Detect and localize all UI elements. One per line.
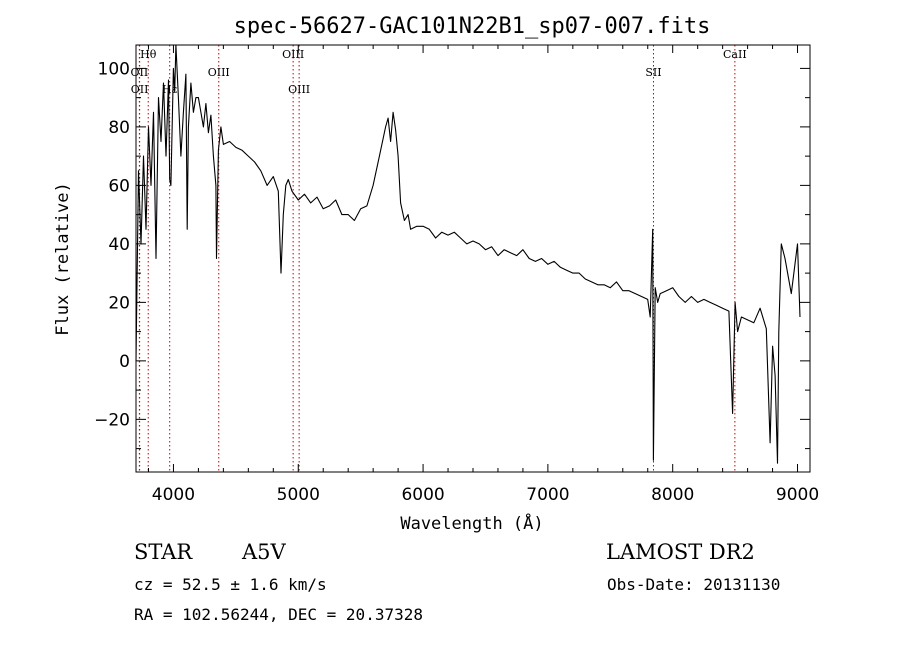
coordinates-text: RA = 102.56244, DEC = 20.37328 — [134, 605, 423, 624]
y-tick-label: 0 — [119, 352, 130, 372]
line-marker-label: OII — [131, 83, 149, 96]
x-tick-label: 8000 — [651, 485, 694, 505]
y-tick-label: 20 — [108, 293, 130, 313]
axis-ticks: 4000 5000 6000 7000 8000 9000 −20 0 20 40 60 80 100 — [94, 45, 819, 505]
redshift-text: cz = 52.5 ± 1.6 km/s — [134, 575, 327, 594]
y-tick-label: 80 — [108, 118, 130, 138]
object-class: STAR — [134, 540, 193, 564]
line-marker-label: OII — [131, 66, 149, 79]
line-marker-label: OIII — [208, 66, 230, 79]
y-tick-label: 100 — [98, 59, 130, 79]
emission-line-markers — [138, 45, 736, 472]
chart-title: spec-56627-GAC101N22B1_sp07-007.fits — [234, 14, 711, 39]
survey-name: LAMOST DR2 — [606, 540, 755, 564]
line-marker-label: OIII — [282, 48, 304, 61]
line-marker-label: CaII — [723, 48, 747, 61]
x-tick-label: 6000 — [401, 485, 444, 505]
x-tick-label: 9000 — [776, 485, 819, 505]
object-subclass: A5V — [242, 540, 286, 564]
x-axis-label: Wavelength (Å) — [400, 512, 543, 534]
line-marker-label: SII — [645, 66, 661, 79]
x-tick-label: 5000 — [277, 485, 320, 505]
spectrum-line — [135, 44, 801, 464]
line-marker-label: Hε — [162, 83, 178, 96]
plot-frame — [135, 44, 811, 473]
line-marker-label: OIII — [288, 83, 310, 96]
spectrum-layer — [135, 44, 801, 464]
obs-date-text: Obs-Date: 20131130 — [607, 575, 781, 594]
y-tick-label: 60 — [108, 176, 130, 196]
line-marker-label: Hθ — [140, 48, 157, 61]
y-tick-label: −20 — [94, 410, 130, 430]
y-tick-label: 40 — [108, 235, 130, 255]
x-tick-label: 4000 — [152, 485, 195, 505]
spectrum-chart: spec-56627-GAC101N22B1_sp07-007.fits 400… — [53, 14, 819, 534]
annotation-labels: Hθ OII OII Hε OIII OIII OIII SII CaII — [131, 48, 747, 96]
y-axis-label: Flux (relative) — [53, 182, 73, 336]
x-tick-label: 7000 — [526, 485, 569, 505]
